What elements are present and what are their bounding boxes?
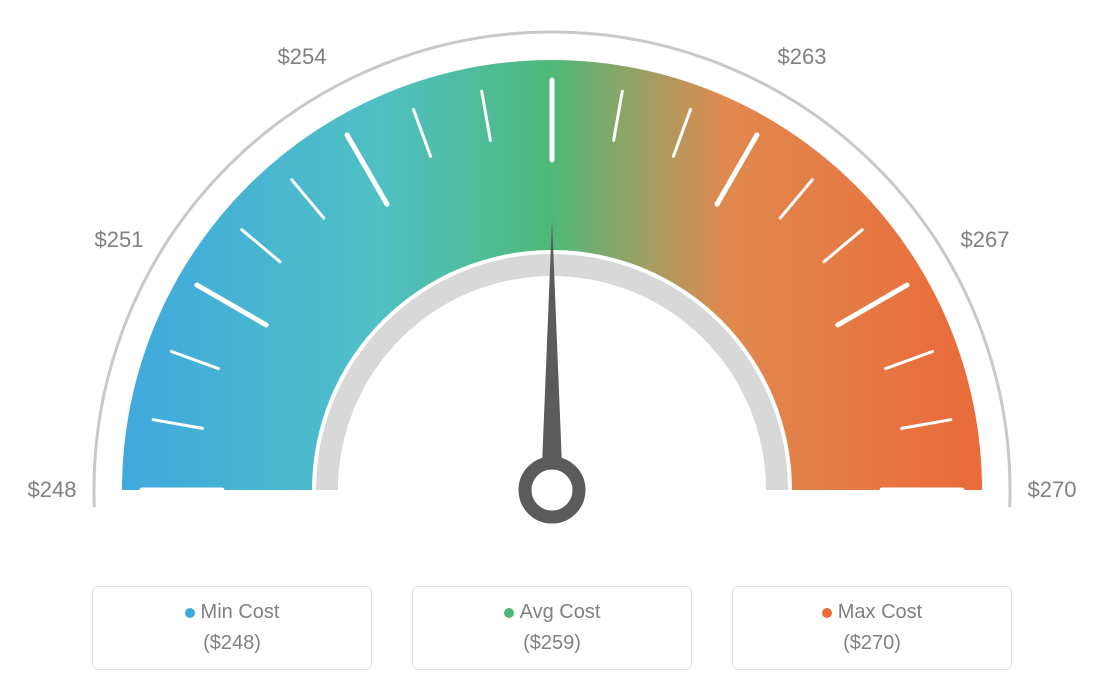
- legend-title-text: Avg Cost: [520, 601, 601, 623]
- legend-value: ($259): [423, 632, 681, 655]
- gauge-chart: $248 $251 $254 $259 $263 $267 $270: [0, 0, 1104, 560]
- legend-value: ($248): [103, 632, 361, 655]
- legend-title: Max Cost: [743, 601, 1001, 624]
- legend-title: Min Cost: [103, 601, 361, 624]
- legend-title: Avg Cost: [423, 601, 681, 624]
- gauge-tick-label: $251: [95, 227, 144, 253]
- gauge-tick-label: $259: [528, 0, 577, 3]
- legend-title-text: Min Cost: [201, 601, 280, 623]
- legend-dot-icon: [185, 608, 195, 618]
- gauge-tick-label: $248: [28, 477, 77, 503]
- gauge-tick-label: $270: [1028, 477, 1077, 503]
- gauge-tick-label: $254: [278, 44, 327, 70]
- legend-dot-icon: [504, 608, 514, 618]
- legend-card-max: Max Cost ($270): [732, 586, 1012, 670]
- gauge-tick-label: $263: [778, 44, 827, 70]
- legend-dot-icon: [822, 608, 832, 618]
- gauge-svg: [0, 0, 1104, 560]
- gauge-tick-label: $267: [961, 227, 1010, 253]
- legend-value: ($270): [743, 632, 1001, 655]
- legend-card-min: Min Cost ($248): [92, 586, 372, 670]
- legend-title-text: Max Cost: [838, 601, 922, 623]
- legend-card-avg: Avg Cost ($259): [412, 586, 692, 670]
- legend-row: Min Cost ($248) Avg Cost ($259) Max Cost…: [0, 586, 1104, 670]
